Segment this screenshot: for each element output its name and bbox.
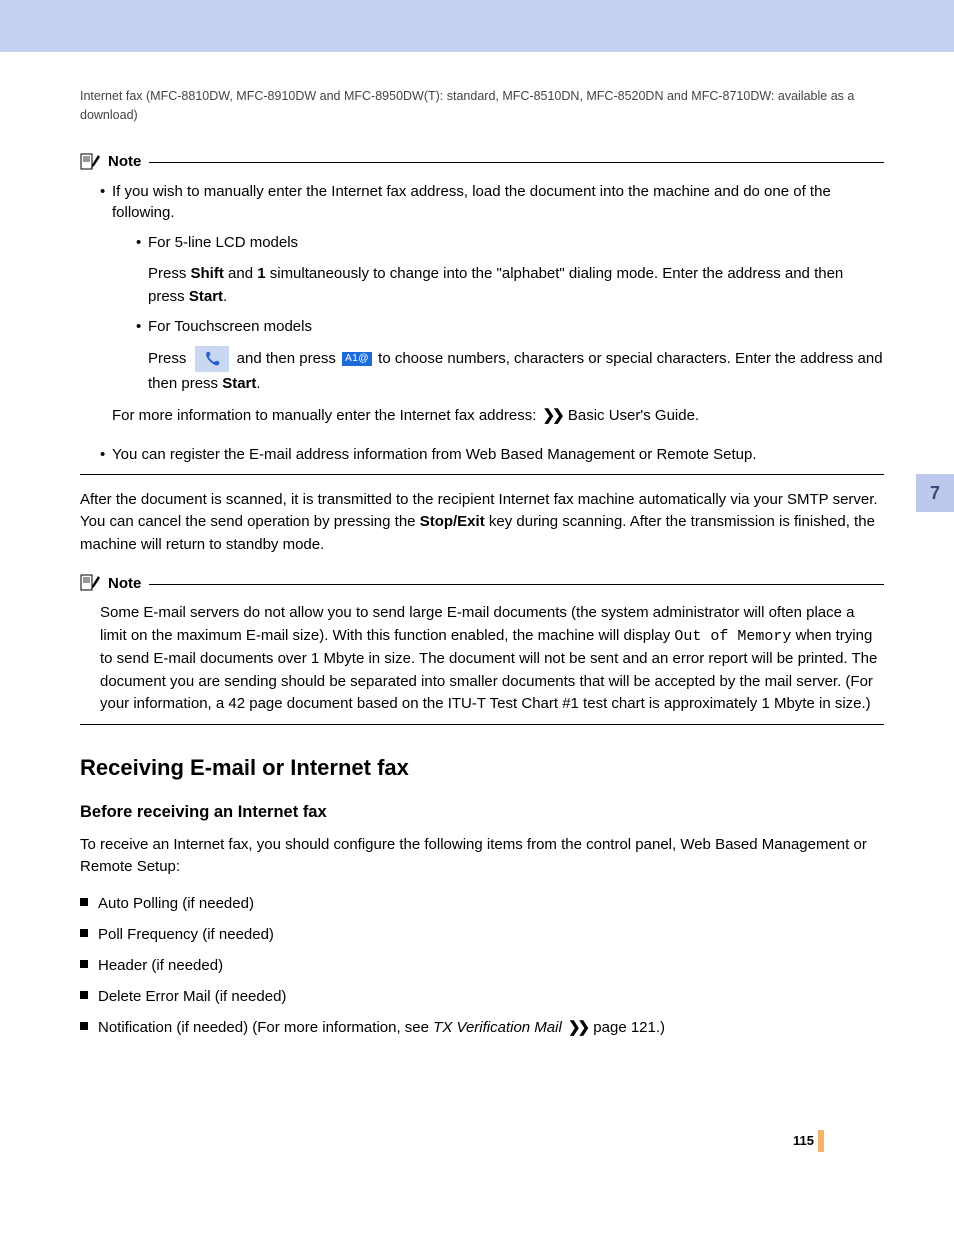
paragraph-scan-transmit: After the document is scanned, it is tra… (80, 489, 884, 557)
page-content: Internet fax (MFC-8810DW, MFC-8910DW and… (0, 52, 954, 1168)
page-number-accent (818, 1130, 824, 1152)
sub2-title: For Touchscreen models (148, 316, 884, 338)
note-label: Note (108, 153, 141, 170)
list-item: Auto Polling (if needed) (80, 893, 884, 914)
list-item: Notification (if needed) (For more infor… (80, 1017, 884, 1038)
note-block-1: Note • If you wish to manually enter the… (80, 153, 884, 475)
note2-body: Some E-mail servers do not allow you to … (80, 602, 884, 716)
note-label: Note (108, 575, 141, 592)
note-end-rule (80, 724, 884, 725)
note-block-2: Note Some E-mail servers do not allow yo… (80, 574, 884, 725)
config-items-list: Auto Polling (if needed) Poll Frequency … (80, 893, 884, 1038)
bullet-manual-entry: • If you wish to manually enter the Inte… (100, 181, 884, 438)
note-end-rule (80, 474, 884, 475)
out-of-memory-code: Out of Memory (674, 628, 791, 645)
top-banner (0, 0, 954, 52)
note-icon (80, 153, 102, 171)
sub1-body: Press Shift and 1 simultaneously to chan… (148, 262, 884, 309)
section-intro: To receive an Internet fax, you should c… (80, 834, 884, 879)
list-item: Header (if needed) (80, 955, 884, 976)
list-item: Delete Error Mail (if needed) (80, 986, 884, 1007)
sub-bullet-touch: • For Touchscreen models Press and then … (136, 316, 884, 395)
section-heading: Receiving E-mail or Internet fax (80, 755, 884, 781)
subsection-heading: Before receiving an Internet fax (80, 803, 884, 822)
double-arrow-icon: ❯❯ (568, 1019, 587, 1036)
sub-bullet-5line: • For 5-line LCD models Press Shift and … (136, 232, 884, 308)
sub1-title: For 5-line LCD models (148, 232, 884, 254)
header-breadcrumb: Internet fax (MFC-8810DW, MFC-8910DW and… (80, 87, 884, 125)
double-arrow-icon: ❯❯ (543, 407, 562, 424)
note-icon (80, 574, 102, 592)
note-rule (149, 162, 884, 163)
tx-verification-link: TX Verification Mail (433, 1019, 562, 1036)
note-rule (149, 584, 884, 585)
bullet-register-email: • You can register the E-mail address in… (100, 444, 884, 466)
more-info-line: For more information to manually enter t… (112, 405, 884, 428)
phone-icon (195, 346, 229, 372)
sub2-body: Press and then press A1@ to choose numbe… (148, 346, 884, 395)
page-number: 115 (793, 1133, 814, 1148)
list-item: Poll Frequency (if needed) (80, 924, 884, 945)
keypad-mode-icon: A1@ (342, 352, 372, 366)
bullet1-intro: If you wish to manually enter the Intern… (112, 183, 831, 222)
